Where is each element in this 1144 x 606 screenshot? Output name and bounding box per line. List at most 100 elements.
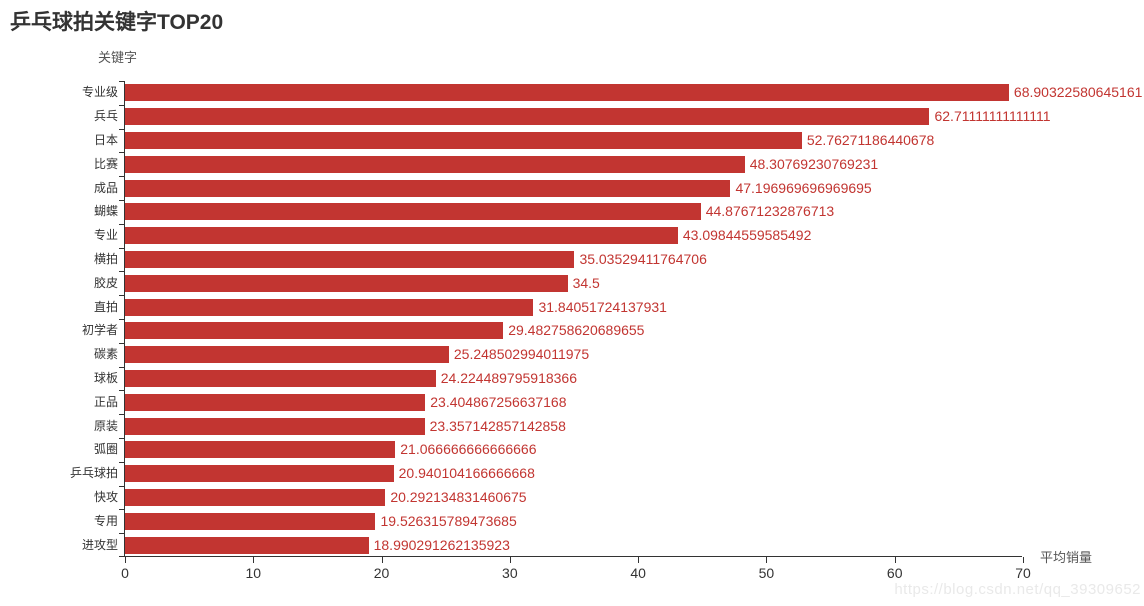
y-axis-tick: [119, 438, 125, 439]
category-label: 比赛: [93, 156, 118, 171]
category-label: 专用: [93, 513, 118, 528]
bar-row: 兵乓 62.71111111111111: [94, 105, 1050, 129]
bar[interactable]: [125, 108, 930, 126]
category-label: 横拍: [93, 251, 118, 266]
bar-row: 胶皮 34.5: [94, 271, 1022, 295]
value-label: 43.09844559585492: [682, 227, 812, 244]
category-label: 胶皮: [93, 275, 118, 290]
y-axis-tick: [119, 248, 125, 249]
x-axis-tick: [125, 557, 126, 563]
bar[interactable]: [125, 417, 425, 435]
category-label: 专业: [93, 228, 118, 243]
y-axis-tick: [119, 414, 125, 415]
bar-row: 球板 24.224489795918366: [94, 367, 1022, 391]
value-label: 18.990291262135923: [373, 536, 510, 553]
category-label: 弧圈: [93, 442, 118, 457]
bar[interactable]: [125, 346, 449, 364]
bar[interactable]: [125, 250, 575, 268]
bar[interactable]: [125, 227, 678, 245]
x-axis-tick-label: 60: [886, 565, 903, 581]
y-axis-tick: [119, 390, 125, 391]
y-axis-tick: [119, 533, 125, 534]
x-axis-tick-label: 70: [1015, 565, 1031, 581]
bar[interactable]: [125, 465, 394, 483]
y-axis-tick: [119, 295, 125, 296]
x-axis-tick: [766, 557, 768, 563]
x-axis-tick: [509, 557, 511, 563]
category-label: 蝴蝶: [93, 204, 118, 219]
bar[interactable]: [125, 393, 426, 411]
bar[interactable]: [125, 512, 376, 530]
bar[interactable]: [125, 84, 1009, 102]
bar-row: 蝴蝶 44.87671232876713: [94, 200, 1022, 224]
value-label: 23.357142857142858: [429, 417, 566, 434]
bar-row: 进攻型 18.990291262135923: [82, 533, 1022, 557]
x-axis-name: 平均销量: [1040, 550, 1093, 565]
bar-row: 比赛 48.30769230769231: [94, 152, 1022, 176]
y-axis-tick: [119, 152, 125, 153]
y-axis-tick: [119, 224, 125, 225]
category-label: 专业级: [81, 85, 118, 100]
bar[interactable]: [125, 131, 802, 149]
y-axis-tick: [119, 343, 125, 344]
watermark: https://blog.csdn.net/qq_39309652: [894, 581, 1141, 598]
y-axis-name: 关键字: [98, 50, 138, 65]
value-label: 48.30769230769231: [749, 155, 879, 172]
value-label: 21.066666666666666: [400, 441, 537, 458]
bar[interactable]: [125, 536, 369, 554]
category-label: 兵乓: [93, 109, 118, 124]
bar-row: 日本 52.76271186440678: [94, 129, 1022, 153]
y-axis-tick: [119, 509, 125, 510]
value-label: 31.84051724137931: [538, 298, 667, 315]
x-axis-tick-label: 40: [630, 565, 646, 581]
plot-area: 专业级 68.90322580645161 兵乓 62.71111111111111 日…: [70, 81, 1142, 581]
x-axis-tick: [1023, 557, 1024, 563]
y-axis-tick: [119, 462, 125, 463]
y-axis-tick: [119, 556, 125, 557]
bar[interactable]: [125, 203, 701, 221]
x-axis-tick: [894, 557, 896, 563]
bar[interactable]: [125, 179, 731, 197]
bar[interactable]: [125, 274, 568, 292]
bar-row: 初学者 29.482758620689655: [82, 319, 1022, 343]
category-label: 乒乓球拍: [69, 466, 118, 481]
y-axis-tick: [119, 319, 125, 320]
value-label: 20.292134831460675: [390, 488, 527, 505]
y-axis-tick: [119, 81, 125, 82]
bar-row: 直拍 31.84051724137931: [94, 295, 1022, 319]
chart-title: 乒乓球拍关键字TOP20: [10, 11, 224, 34]
bar-row: 原装 23.357142857142858: [94, 414, 1022, 438]
value-label: 19.526315789473685: [380, 512, 517, 529]
bar-row: 专业级 68.90322580645161: [82, 81, 1142, 105]
y-axis-tick: [119, 486, 125, 487]
category-label: 进攻型: [81, 537, 118, 552]
bar[interactable]: [125, 441, 396, 459]
y-axis-tick: [119, 176, 125, 177]
value-label: 24.224489795918366: [440, 369, 578, 386]
bar-row: 正品 23.404867256637168: [94, 390, 1022, 414]
x-axis-tick-label: 50: [758, 565, 775, 581]
x-axis-tick-label: 10: [245, 565, 262, 581]
value-label: 25.248502994011975: [453, 346, 590, 363]
value-label: 20.940104166666668: [398, 465, 535, 482]
y-axis-tick: [119, 105, 125, 106]
category-label: 正品: [93, 394, 118, 409]
x-axis-tick-label: 20: [373, 565, 390, 581]
bar-row: 碳素 25.248502994011975: [94, 343, 1022, 367]
bar[interactable]: [125, 155, 745, 173]
bar-row: 成品 47.196969696969695: [94, 176, 1022, 200]
value-label: 44.87671232876713: [705, 203, 835, 220]
bar[interactable]: [125, 369, 436, 387]
x-axis-tick: [253, 557, 255, 563]
y-axis-tick: [119, 200, 125, 201]
category-label: 快攻: [93, 489, 118, 504]
value-label: 68.90322580645161: [1013, 84, 1143, 101]
bar[interactable]: [125, 322, 504, 340]
bar[interactable]: [125, 298, 534, 316]
bar-row: 横拍 35.03529411764706: [94, 248, 1022, 272]
y-axis-tick: [119, 367, 125, 368]
bar[interactable]: [125, 488, 386, 506]
category-label: 原装: [93, 418, 118, 433]
bar-row: 专业 43.09844559585492: [94, 224, 1022, 248]
